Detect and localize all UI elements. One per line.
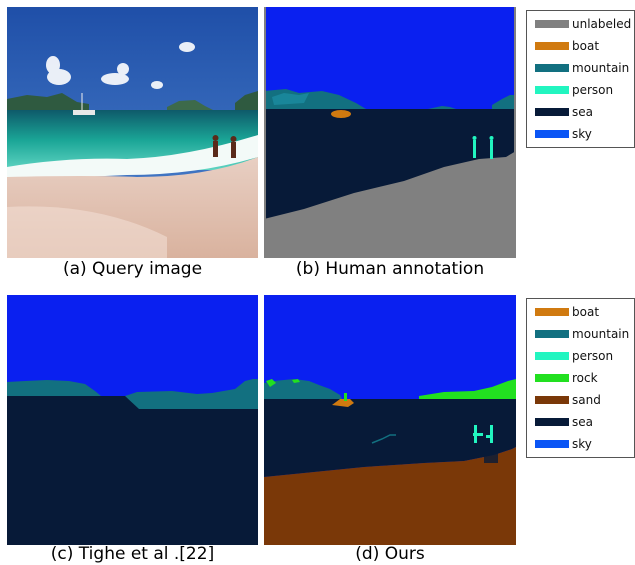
legend-swatch [535,42,569,50]
legend-label: unlabeled [572,17,632,31]
legend-label: sea [572,105,593,119]
legend-bottom: boat mountain person rock sand sea sky [526,298,635,458]
caption-ours: (d) Ours [355,544,425,564]
legend-item-rock: rock [535,369,598,387]
legend-label: sky [572,127,592,141]
legend-item-person: person [535,81,613,99]
query-image [7,7,258,258]
caption-tighe: (c) Tighe et al .[22] [50,544,215,564]
legend-swatch [535,396,569,404]
legend-item-sea: sea [535,103,593,121]
legend-swatch [535,20,569,28]
tighe-result-map [7,295,258,545]
legend-label: sky [572,437,592,451]
legend-label: person [572,83,614,97]
caption-query-image: (a) Query image [62,259,203,279]
legend-item-sky: sky [535,435,592,453]
legend-label: sand [572,393,601,407]
legend-top: unlabeled boat mountain person sea sky [526,10,635,148]
legend-label: sea [572,415,593,429]
legend-label: person [572,349,614,363]
caption-human-annotation: (b) Human annotation [295,259,485,279]
legend-item-boat: boat [535,37,599,55]
legend-swatch [535,440,569,448]
legend-swatch [535,86,569,94]
human-annotation-map [264,7,516,258]
legend-item-mountain: mountain [535,59,629,77]
legend-swatch [535,418,569,426]
legend-label: mountain [572,327,630,341]
legend-label: mountain [572,61,630,75]
legend-swatch [535,308,569,316]
legend-label: rock [572,371,598,385]
legend-swatch [535,130,569,138]
legend-item-sky: sky [535,125,592,143]
legend-item-unlabeled: unlabeled [535,15,631,33]
ours-result-map [264,295,516,545]
legend-swatch [535,108,569,116]
legend-swatch [535,64,569,72]
legend-swatch [535,352,569,360]
legend-item-boat: boat [535,303,599,321]
legend-swatch [535,374,569,382]
legend-label: boat [572,39,600,53]
legend-item-sea: sea [535,413,593,431]
legend-item-sand: sand [535,391,601,409]
legend-swatch [535,330,569,338]
legend-item-person: person [535,347,613,365]
legend-label: boat [572,305,600,319]
legend-item-mountain: mountain [535,325,629,343]
